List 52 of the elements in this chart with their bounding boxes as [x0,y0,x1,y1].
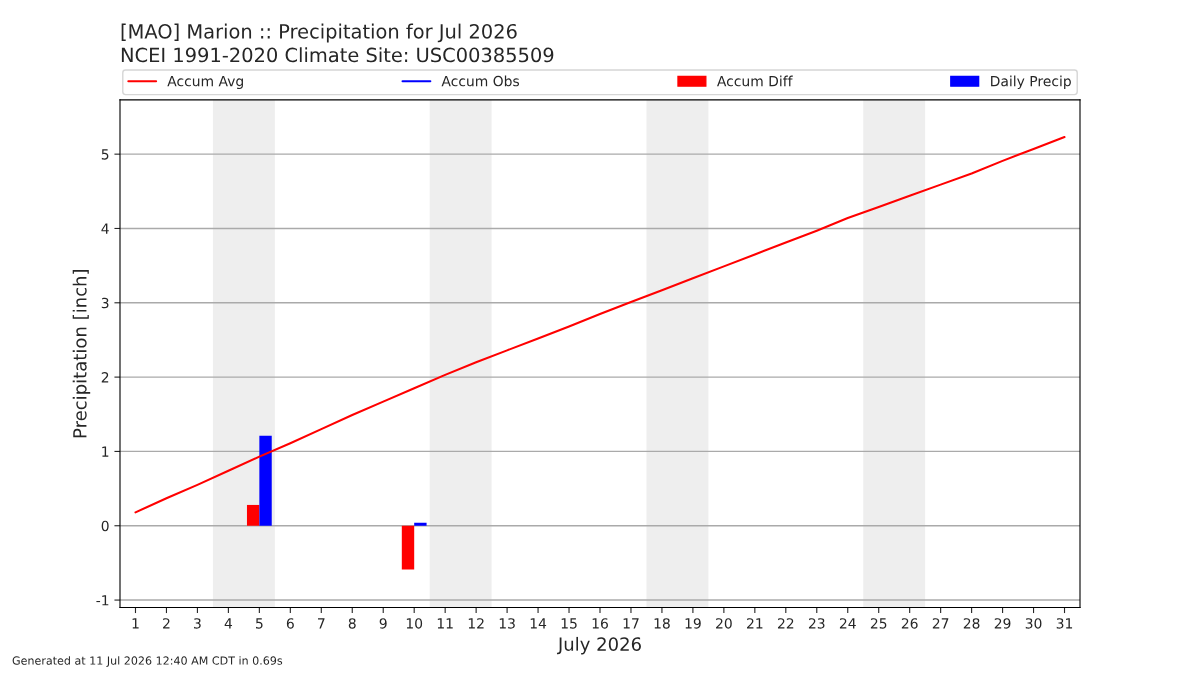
x-tick-label: 15 [561,618,577,629]
x-tick-label: 13 [499,618,515,629]
x-tick-label: 18 [654,618,670,629]
x-tick-label: 1 [132,618,139,629]
legend-label: Accum Diff [717,75,793,87]
x-tick-label: 25 [870,618,887,629]
y-tick-label: 4 [101,223,109,234]
y-tick-label: 5 [101,149,109,160]
x-tick-label: 31 [1056,618,1073,629]
legend-label: Accum Obs [441,75,520,87]
x-tick-label: 6 [286,618,294,629]
x-tick-label: 14 [530,618,547,629]
text: Generated at 11 Jul 2026 12:40 AM CDT in 0.69s [12,656,283,667]
bar [246,504,260,526]
x-tick-label: 3 [194,618,201,629]
x-tick-label: 9 [379,618,387,629]
x-tick-label: 27 [932,618,949,629]
bar [414,522,427,526]
x-tick-label: 30 [1025,618,1042,629]
x-tick-label: 11 [437,618,453,629]
x-tick-label: 16 [592,618,608,629]
x-axis-title: July 2026 [556,636,641,655]
bar [259,435,272,526]
y-tick-label: -1 [96,595,109,606]
x-tick-label: 7 [318,618,325,629]
x-tick-label: 8 [348,618,356,629]
x-tick-label: 20 [716,618,732,629]
x-tick-label: 22 [777,618,794,629]
x-tick-label: 28 [963,618,980,629]
x-tick-label: 5 [256,618,263,629]
chart-title: [MAO] Marion :: Precipitation for Jul 2026 [121,23,517,43]
x-tick-label: 21 [747,618,763,629]
legend-label: Accum Avg [167,76,243,90]
x-tick-label: 26 [901,618,918,629]
y-tick-label: 3 [101,297,109,309]
x-tick-label: 2 [163,618,170,629]
bar [401,525,415,570]
y-tick-label: 0 [101,520,109,532]
legend-label: Daily Precip [991,75,1071,90]
y-tick-label: 2 [101,372,109,383]
x-tick-label: 10 [406,618,423,629]
x-tick-label: 24 [839,618,856,629]
x-tick-label: 17 [623,618,639,629]
x-tick-label: 4 [224,618,233,629]
chart-subtitle: NCEI 1991-2020 Climate Site: USC00385509 [121,47,554,63]
x-tick-label: 23 [808,618,825,629]
y-axis-title: Precipitation [inch] [72,270,91,438]
x-tick-label: 19 [685,618,701,629]
y-tick-label: 1 [102,446,109,457]
line-series [134,136,1066,514]
x-tick-label: 29 [994,618,1011,629]
x-tick-label: 12 [468,618,484,629]
